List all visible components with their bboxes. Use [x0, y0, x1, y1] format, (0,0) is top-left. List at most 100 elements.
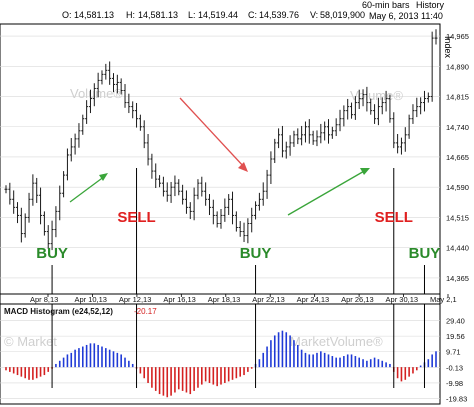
- ohlc-c-label: C:: [248, 10, 257, 20]
- x-axis-ticks: Apr 8,13 Apr 10,13 Apr 12,13 Apr 16,13 Apr 1…: [30, 294, 457, 304]
- price-bar: [223, 198, 227, 222]
- price-bar: [104, 63, 108, 80]
- macd-panel-frame: [0, 303, 441, 405]
- date-label: May 6, 2013 11:40: [369, 11, 443, 21]
- ohlc-h-value: 14,581.13: [138, 10, 178, 20]
- price-bar: [242, 222, 246, 243]
- x-tick-label: Apr 22,13: [252, 295, 285, 304]
- price-y-tick-label: 14,965: [446, 32, 469, 41]
- price-bar: [338, 109, 342, 132]
- price-bar: [330, 126, 334, 139]
- price-bar: [119, 78, 123, 95]
- price-bar: [407, 114, 411, 139]
- price-bar: [27, 192, 31, 223]
- price-bar: [88, 89, 92, 114]
- watermark-top-left: Volume®: [70, 86, 123, 101]
- price-bar: [369, 98, 373, 115]
- price-bar: [39, 187, 43, 225]
- price-bar: [422, 90, 426, 112]
- signal-lines: [51, 168, 425, 294]
- macd-y-tick-label: 29.40: [446, 317, 465, 326]
- sell-signal-label: SELL: [375, 209, 413, 226]
- price-bar: [123, 84, 127, 108]
- price-bar: [31, 174, 35, 206]
- signal-labels: BUY SELL BUY SELL BUY: [36, 209, 440, 262]
- price-bar: [384, 90, 388, 112]
- price-bar: [12, 190, 16, 214]
- price-bar: [288, 135, 292, 156]
- price-bar: [327, 119, 330, 144]
- price-bar: [307, 119, 311, 144]
- price-bar: [204, 182, 208, 206]
- price-bar: [292, 130, 296, 147]
- price-bar: [196, 179, 200, 200]
- price-bar: [269, 151, 273, 184]
- price-bar: [388, 94, 392, 123]
- price-bar: [399, 137, 403, 155]
- price-bar: [246, 218, 250, 244]
- price-bar: [219, 208, 223, 229]
- price-bar: [69, 138, 73, 162]
- up-arrow-1: [69, 175, 106, 203]
- x-tick-label: Apr 24,13: [297, 295, 330, 304]
- price-bar: [411, 104, 415, 124]
- price-bar: [142, 120, 146, 149]
- price-y-tick-label: 14,890: [446, 62, 469, 71]
- price-bar: [396, 134, 400, 154]
- price-bar: [8, 182, 12, 205]
- macd-y-axis: 29.40 19.56 9.71 -0.13 -9.98 -19.83: [446, 317, 467, 404]
- price-bar: [192, 187, 196, 221]
- macd-y-tick-label: 9.71: [446, 348, 461, 357]
- price-bar: [403, 127, 407, 152]
- price-bar: [261, 182, 265, 206]
- price-bar: [46, 225, 50, 249]
- price-y-tick-label: 14,665: [446, 153, 469, 162]
- price-bar: [280, 125, 284, 158]
- price-bar: [4, 185, 8, 194]
- price-bar: [169, 181, 173, 203]
- trend-arrows: [69, 97, 370, 216]
- price-bar: [131, 101, 135, 119]
- price-bar: [284, 141, 288, 159]
- index-label: Index: [443, 36, 453, 59]
- price-bar: [62, 171, 66, 198]
- macd-y-tick-label: -9.98: [446, 379, 463, 388]
- price-bar: [257, 192, 261, 211]
- x-tick-label: Apr 16,13: [163, 295, 196, 304]
- price-bar: [277, 128, 281, 149]
- price-y-tick-label: 14,440: [446, 244, 469, 253]
- x-tick-label: Apr 10,13: [74, 295, 107, 304]
- ohlc-c-value: 14,539.76: [259, 10, 299, 20]
- price-bar: [50, 220, 54, 251]
- macd-title: MACD Histogram (e24,52,12): [4, 307, 113, 316]
- price-y-axis: 14,365 14,440 14,515 14,590 14,665 14,740 14,8…: [446, 32, 469, 283]
- price-bar: [115, 74, 119, 94]
- macd-y-tick-label: 19.56: [446, 332, 465, 341]
- sell-signal-label: SELL: [117, 209, 155, 226]
- price-bar: [250, 207, 254, 233]
- price-bar: [419, 97, 423, 115]
- price-bar: [65, 148, 69, 181]
- price-bar: [434, 29, 438, 45]
- price-bar: [211, 199, 215, 225]
- price-bar: [238, 221, 242, 237]
- price-bar: [373, 104, 377, 124]
- up-arrow-1-head: [99, 173, 108, 181]
- price-bar: [85, 100, 89, 124]
- price-bar: [16, 202, 20, 224]
- price-panel: 14,365 14,440 14,515 14,590 14,665 14,740 14,8…: [0, 23, 469, 295]
- price-bar: [77, 123, 81, 148]
- ohlc-l-label: L:: [188, 10, 196, 20]
- price-bar: [158, 175, 162, 188]
- price-bar: [73, 133, 77, 155]
- history-label: History: [416, 0, 445, 10]
- price-bar: [96, 72, 100, 98]
- watermark-macd-mid: MarketVolume®: [290, 334, 383, 349]
- price-bar: [188, 202, 192, 220]
- price-bar: [234, 211, 238, 232]
- price-bar: [350, 102, 354, 119]
- price-bar: [112, 73, 115, 93]
- price-bar: [392, 112, 396, 149]
- price-bar: [154, 163, 158, 189]
